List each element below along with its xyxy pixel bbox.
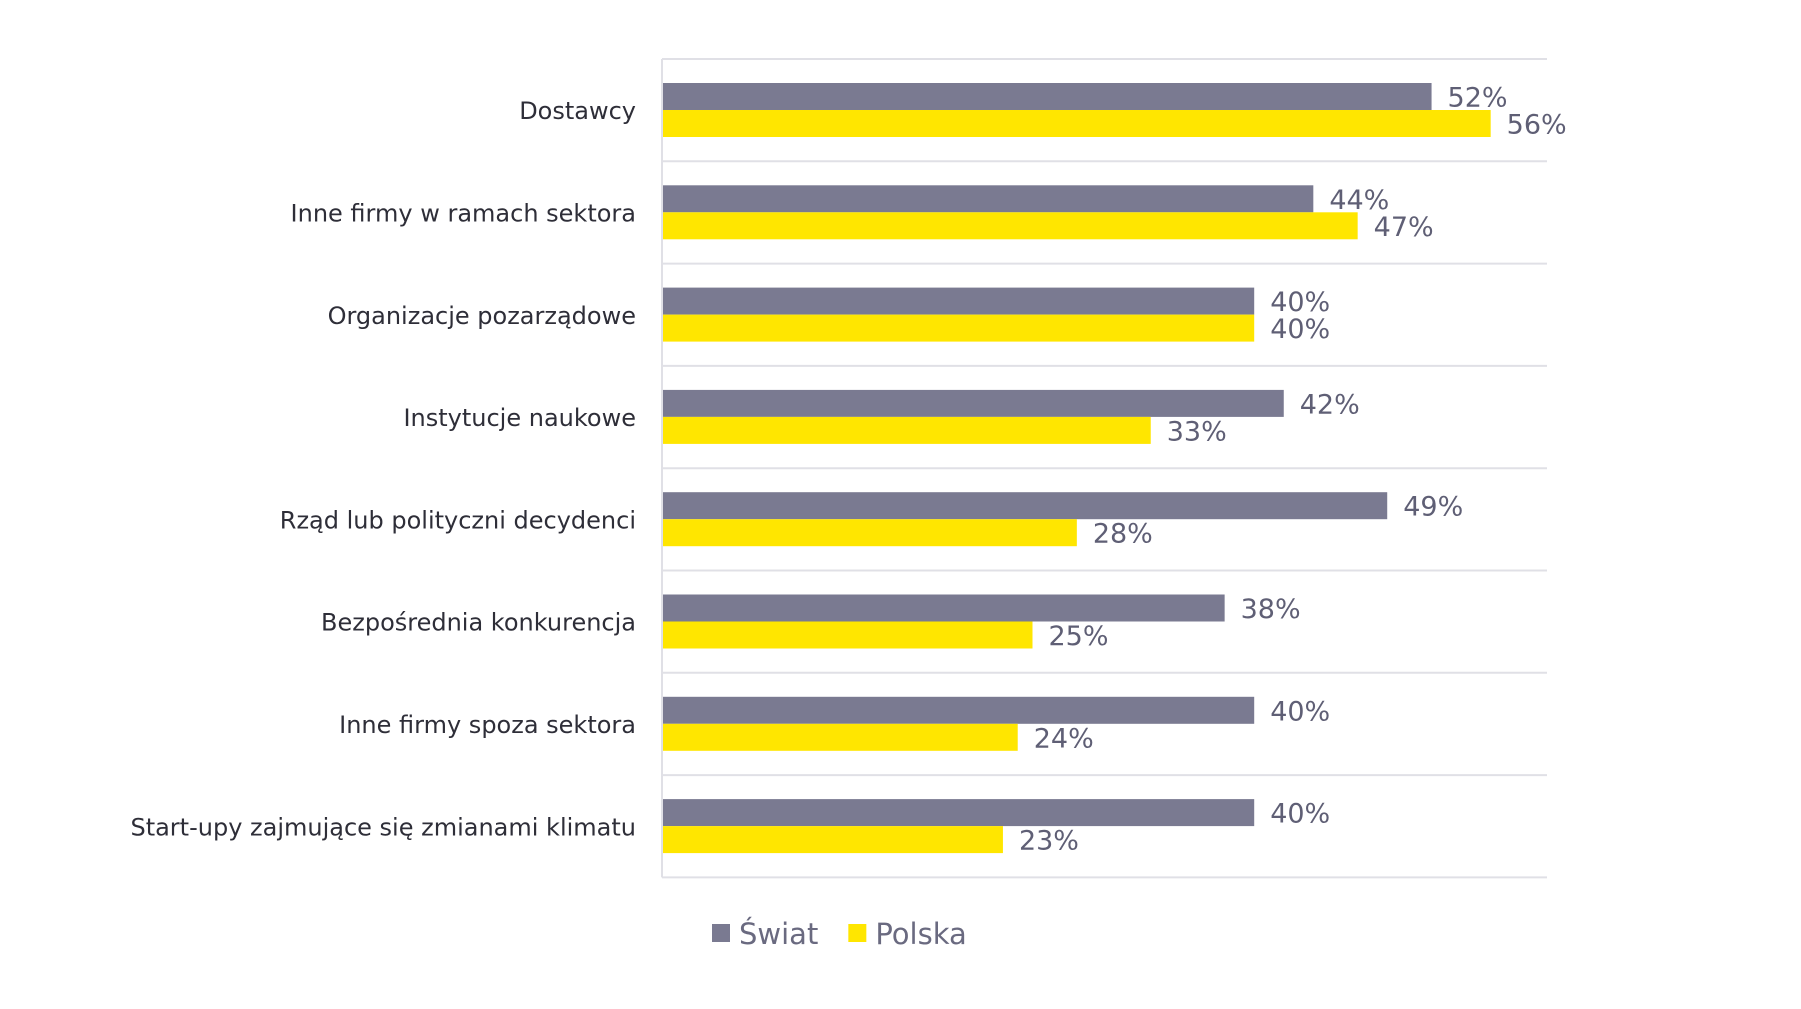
category-label: Organizacje pozarządowe (328, 302, 636, 330)
data-label: 44% (1329, 185, 1389, 216)
data-label: 25% (1049, 621, 1109, 652)
data-label: 47% (1374, 212, 1434, 243)
bar-swiat (663, 594, 1225, 622)
bar-swiat (663, 389, 1284, 417)
data-label: 49% (1403, 492, 1463, 523)
category-label: Rząd lub polityczni decydenci (280, 506, 636, 534)
bar-polska (663, 314, 1255, 342)
data-label: 24% (1034, 723, 1094, 754)
legend-swatch-polska (848, 924, 867, 942)
category-label: Instytucje naukowe (403, 404, 636, 432)
data-label: 40% (1270, 799, 1330, 830)
data-label: 42% (1300, 389, 1360, 420)
bar-polska (663, 212, 1358, 240)
category-label: Start-upy zajmujące się zmianami klimatu (130, 813, 636, 841)
bar-polska (663, 826, 1003, 854)
bar-polska (663, 723, 1018, 751)
bar-polska (663, 519, 1077, 547)
data-label: 40% (1270, 696, 1330, 727)
data-label: 38% (1241, 594, 1301, 625)
legend-label: Polska (875, 917, 966, 951)
data-label: 33% (1167, 416, 1227, 447)
category-label: Bezpośrednia konkurencja (321, 609, 636, 637)
bar-polska (663, 621, 1033, 649)
bar-polska (663, 416, 1151, 444)
bar-swiat (663, 799, 1255, 827)
legend-swatch-swiat (712, 924, 730, 942)
data-label: 40% (1270, 287, 1330, 318)
category-label: Inne firmy spoza sektora (339, 711, 636, 739)
data-label: 52% (1448, 83, 1508, 114)
data-label: 40% (1270, 314, 1330, 345)
legend-label: Świat (739, 917, 818, 951)
bar-swiat (663, 696, 1255, 724)
data-label: 56% (1507, 110, 1567, 141)
bar-swiat (663, 287, 1255, 315)
category-label: Dostawcy (519, 97, 636, 125)
bar-swiat (663, 185, 1314, 213)
category-label: Inne firmy w ramach sektora (291, 199, 636, 227)
bar-swiat (663, 83, 1432, 110)
bar-polska (663, 110, 1491, 137)
data-label: 23% (1019, 826, 1079, 857)
bar-swiat (663, 492, 1388, 520)
data-label: 28% (1093, 519, 1153, 550)
